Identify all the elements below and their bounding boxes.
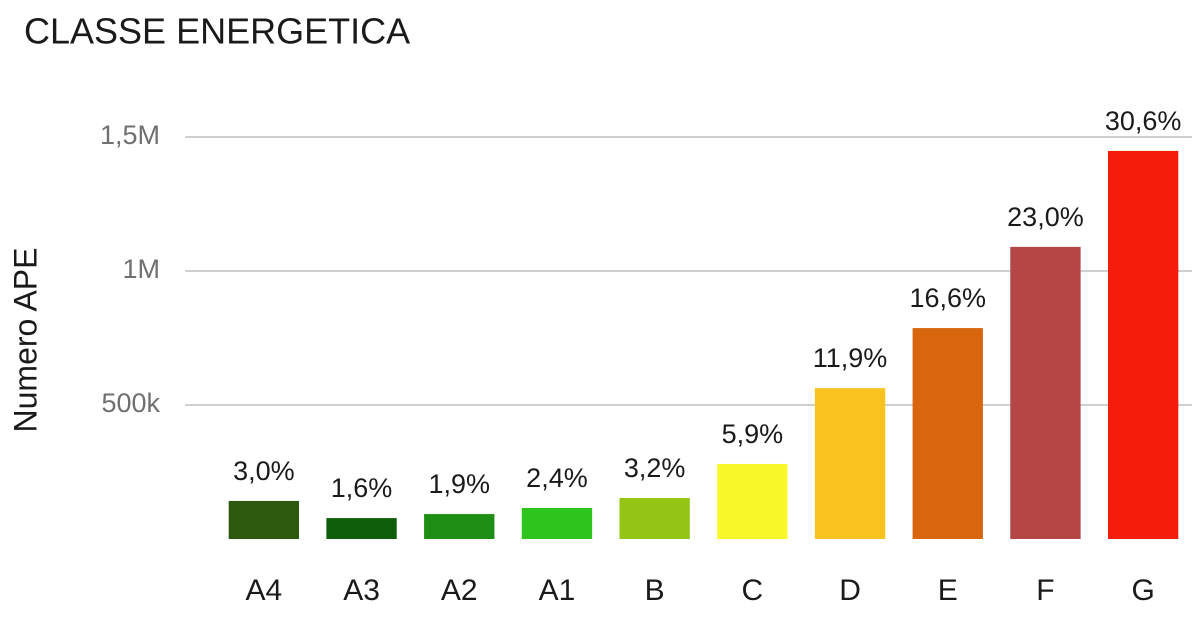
x-tick-label: G [1131, 574, 1154, 607]
value-label: 1,6% [331, 473, 393, 503]
value-label: 11,9% [813, 343, 888, 373]
bar [619, 497, 690, 539]
x-tick-label: F [1036, 574, 1054, 607]
value-label: 3,2% [624, 453, 686, 483]
chart-title: CLASSE ENERGETICA [24, 11, 410, 52]
x-tick-label: A1 [539, 574, 576, 607]
value-label: 2,4% [526, 463, 588, 493]
y-tick-label: 500k [101, 388, 160, 418]
bar [1107, 150, 1179, 539]
bar [717, 463, 788, 539]
x-tick-label: E [938, 574, 958, 607]
y-tick-label: 1,5M [100, 120, 160, 150]
y-tick-label: 1M [122, 254, 160, 284]
bar [228, 500, 300, 539]
bar [521, 507, 593, 539]
value-label: 1,9% [428, 469, 490, 499]
value-label: 23,0% [1007, 202, 1084, 232]
bar [1010, 246, 1081, 539]
value-label: 30,6% [1105, 106, 1182, 136]
bar [326, 518, 397, 539]
x-tick-label: A3 [343, 574, 380, 607]
x-tick-label: A4 [245, 574, 282, 607]
bar [424, 514, 495, 539]
y-axis-label: Numero APE [7, 248, 43, 433]
value-label: 5,9% [722, 419, 784, 449]
bar [814, 388, 886, 539]
value-label: 3,0% [233, 456, 295, 486]
value-label: 16,6% [909, 283, 986, 313]
x-tick-label: B [645, 574, 665, 607]
x-tick-label: A2 [441, 574, 478, 607]
x-tick-label: C [742, 574, 764, 607]
bar [912, 328, 983, 539]
x-tick-label: D [839, 574, 861, 607]
